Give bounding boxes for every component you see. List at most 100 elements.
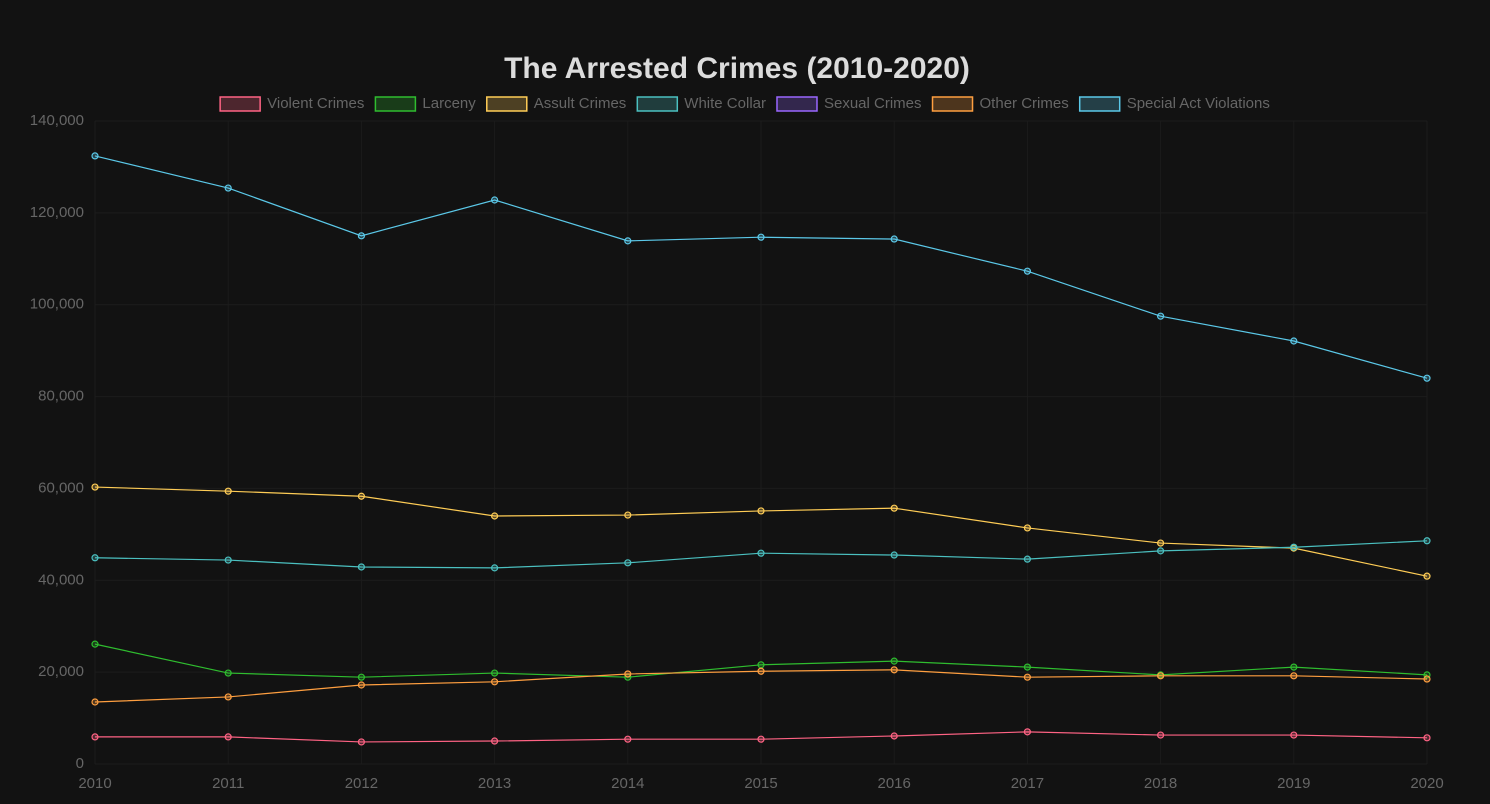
data-point — [890, 504, 898, 512]
legend-label: Larceny — [422, 95, 476, 112]
data-point — [1423, 572, 1431, 580]
data-point — [1023, 663, 1032, 671]
data-point — [624, 237, 632, 245]
data-point — [491, 669, 499, 677]
data-point — [91, 483, 99, 491]
data-point — [224, 184, 232, 192]
legend-swatch — [219, 96, 261, 112]
legend-swatch — [931, 96, 974, 112]
y-tick-label: 40,000 — [38, 571, 84, 588]
data-point — [757, 735, 765, 743]
data-point — [890, 235, 898, 243]
data-point — [491, 737, 499, 745]
data-point — [91, 640, 99, 648]
data-point — [1156, 672, 1165, 680]
y-tick-label: 80,000 — [38, 388, 84, 405]
data-point — [1290, 543, 1298, 551]
data-point — [757, 661, 765, 669]
x-tick-label: 2013 — [478, 775, 511, 792]
series-line — [94, 669, 1428, 703]
legend-swatch — [486, 96, 528, 112]
chart-title: The Arrested Crimes (2010-2020) — [504, 52, 970, 85]
x-tick-label: 2016 — [878, 775, 911, 792]
series-line — [95, 731, 1428, 743]
data-point — [624, 735, 632, 743]
data-point — [890, 666, 898, 674]
x-tick-label: 2011 — [212, 775, 244, 792]
x-tick-label: 2020 — [1410, 775, 1443, 792]
data-point — [1156, 539, 1165, 547]
data-point — [1156, 547, 1165, 555]
legend-label: Violent Crimes — [267, 95, 364, 112]
data-point — [491, 512, 499, 520]
data-point — [224, 487, 232, 495]
y-tick-label: 100,000 — [30, 296, 84, 313]
data-point — [357, 681, 365, 689]
data-point — [91, 152, 99, 160]
data-point — [757, 667, 765, 675]
y-tick-label: 140,000 — [30, 112, 84, 129]
data-point — [757, 549, 765, 557]
data-point — [357, 563, 365, 571]
data-point — [357, 232, 365, 240]
data-point — [624, 559, 632, 567]
data-point — [624, 670, 632, 678]
data-point — [224, 669, 232, 677]
legend-swatch — [374, 96, 417, 112]
series-line — [94, 643, 1428, 678]
data-point — [757, 507, 765, 515]
y-tick-label: 60,000 — [38, 479, 84, 496]
data-point — [890, 657, 898, 665]
x-tick-label: 2012 — [345, 775, 378, 792]
data-point — [1156, 312, 1165, 320]
data-point — [1156, 731, 1165, 739]
data-point — [1290, 672, 1298, 680]
x-tick-label: 2014 — [611, 775, 644, 792]
data-point — [624, 511, 632, 519]
data-point — [357, 673, 365, 681]
data-point — [224, 556, 232, 564]
legend-label: Assult Crimes — [534, 95, 627, 112]
x-tick-label: 2018 — [1144, 775, 1177, 792]
data-point — [224, 733, 232, 741]
series-line — [94, 155, 1428, 379]
data-point — [224, 693, 232, 701]
y-tick-label: 0 — [76, 755, 84, 772]
y-tick-label: 20,000 — [38, 663, 84, 680]
x-tick-label: 2015 — [744, 775, 777, 792]
data-point — [91, 698, 99, 706]
data-point — [491, 564, 499, 572]
data-point — [1023, 524, 1032, 532]
series-line — [94, 540, 1428, 569]
data-point — [1290, 731, 1298, 739]
legend-label: Special Act Violations — [1127, 95, 1270, 112]
x-tick-label: 2017 — [1011, 775, 1044, 792]
x-tick-label: 2019 — [1277, 775, 1310, 792]
data-point — [890, 551, 898, 559]
data-point — [1023, 728, 1032, 736]
data-point — [491, 196, 499, 204]
data-point — [91, 554, 99, 562]
data-point — [1423, 537, 1431, 545]
data-point — [1290, 663, 1298, 671]
data-point — [491, 678, 499, 686]
legend-swatch — [636, 96, 679, 112]
data-point — [1423, 675, 1431, 683]
data-point — [1023, 673, 1032, 681]
legend-label: Sexual Crimes — [824, 95, 922, 112]
legend-swatch — [1078, 96, 1121, 112]
data-point — [1423, 734, 1431, 742]
x-tick-label: 2010 — [78, 775, 111, 792]
legend-swatch — [776, 96, 818, 112]
series-line — [94, 486, 1428, 577]
data-point — [91, 733, 99, 741]
legend-label: White Collar — [684, 95, 766, 112]
data-point — [1423, 374, 1431, 382]
data-point — [357, 738, 365, 746]
data-point — [757, 233, 765, 241]
y-tick-label: 120,000 — [30, 204, 84, 221]
data-point — [1290, 337, 1298, 345]
data-point — [1023, 555, 1032, 563]
data-point — [890, 732, 898, 740]
